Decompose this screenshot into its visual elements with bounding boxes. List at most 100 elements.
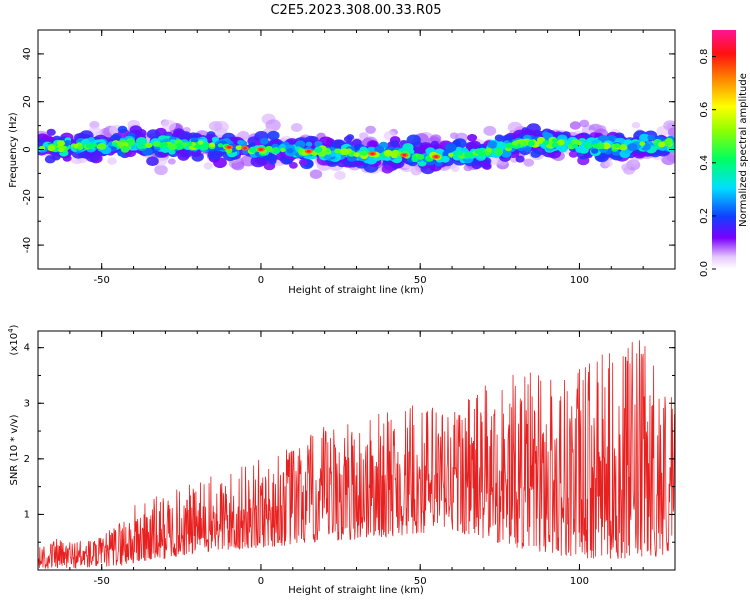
heatmap-cell [639,133,650,142]
heatmap-cell [235,145,243,151]
y-tick-label: 20 [22,95,33,108]
heatmap-cell [551,138,558,143]
heatmap-cell [198,140,204,145]
heatmap-cell [334,148,342,154]
heatmap-cell [440,155,450,163]
heatmap-cell [551,142,559,148]
heatmap-cell [177,131,193,143]
y-tick-label: 1 [24,509,30,520]
heatmap-cell [515,155,525,163]
heatmap-cell [286,148,294,154]
heatmap-cell [217,143,224,148]
heatmap-cell [614,143,621,149]
snr-scale-open: (x10 [9,333,20,356]
heatmap-cell [467,134,478,142]
heatmap-cell [667,127,675,137]
heatmap-cell [88,137,95,143]
heatmap-cell [305,141,313,147]
colorbar: 0.0 0.2 0.4 0.6 0.8 Normalized spectral ampl… [699,30,749,277]
x-tick-label: 0 [258,576,264,587]
heatmap-cell [181,142,188,147]
heatmap-cell [85,142,94,149]
heatmap-cell [152,141,161,147]
heatmap-cell [631,121,641,129]
heatmap-cell [572,144,579,149]
heatmap-cell [524,146,532,152]
heatmap-cell [417,154,425,160]
heatmap-cell [381,164,394,174]
snr-scale-close: ) [9,324,20,328]
heatmap-cell [430,140,439,147]
heatmap-cell [46,128,56,136]
x-tick-label: -50 [94,576,110,587]
heatmap-cell [268,154,277,161]
heatmap-cell [601,142,611,150]
heatmap-cell [456,150,464,156]
heatmap-cell [289,162,298,169]
heatmap-cell [464,151,473,159]
heatmap-cell [259,137,269,145]
heatmap-cell [494,134,504,142]
heatmap-peak-core [243,147,247,150]
heatmap-cell [591,148,599,154]
heatmap-cell [57,140,65,147]
x-tick-label: 0 [258,275,264,286]
y-tick-label: 0 [22,146,33,152]
figure-title: C2E5.2023.308.00.33.R05 [270,3,441,18]
heatmap-cell [647,134,656,141]
heatmap-ylabel: Frequency (Hz) [8,112,19,188]
y-tick-label: 4 [24,343,30,354]
heatmap-cell [129,125,143,136]
heatmap-cell [383,149,393,157]
y-tick-label: -40 [22,237,33,253]
colorbar-tick-label: 0.0 [699,261,710,277]
snr-marks [38,340,675,570]
heatmap-cell [290,123,303,132]
heatmap-cell [664,138,673,145]
snr-ylabel: SNR (10 * v/v) [9,414,20,485]
heatmap-cell [486,147,492,152]
heatmap-cell [265,145,273,152]
heatmap-cell [639,141,646,147]
heatmap-cell [161,119,176,131]
heatmap-cell [365,125,376,134]
heatmap-cell [542,140,550,146]
heatmap-cell [122,142,129,148]
colorbar-tick-label: 0.6 [699,102,710,118]
heatmap-xlabel: Height of straight line (km) [288,285,424,296]
snr-xlabel: Height of straight line (km) [288,585,424,596]
heatmap-cell [167,158,176,165]
heatmap-cell [451,165,460,173]
heatmap-cell [334,170,346,180]
heatmap-cell [126,139,136,147]
heatmap-peak-core [402,153,407,157]
x-tick-label: 50 [414,576,427,587]
heatmap-panel: -50 0 50 100 -40 -20 0 20 40 Height of straight … [8,29,676,296]
heatmap-cell [511,140,519,146]
heatmap-cell [209,142,216,148]
x-tick-label: 50 [414,275,427,286]
heatmap-cell [627,143,638,152]
heatmap-cell [146,129,160,140]
snr-series-line [38,340,675,570]
heatmap-cell [368,140,378,149]
heatmap-cell [410,167,422,176]
heatmap-cell [199,144,209,151]
heatmap-cell [361,150,368,156]
heatmap-cell [630,157,639,165]
heatmap-cell [346,134,355,141]
heatmap-cell [596,142,605,150]
heatmap-cell [77,145,84,150]
heatmap-cell [177,151,190,161]
heatmap-cell [352,139,362,147]
heatmap-cell [453,138,467,149]
heatmap-cell [479,151,486,157]
heatmap-cell [571,139,580,146]
heatmap-cell [568,150,579,158]
x-tick-label: 100 [570,576,589,587]
heatmap-cell [619,144,628,151]
heatmap-cell [160,141,168,148]
heatmap-axes: -50 0 50 100 -40 -20 0 20 40 [22,29,676,286]
heatmap-cell [374,145,385,154]
